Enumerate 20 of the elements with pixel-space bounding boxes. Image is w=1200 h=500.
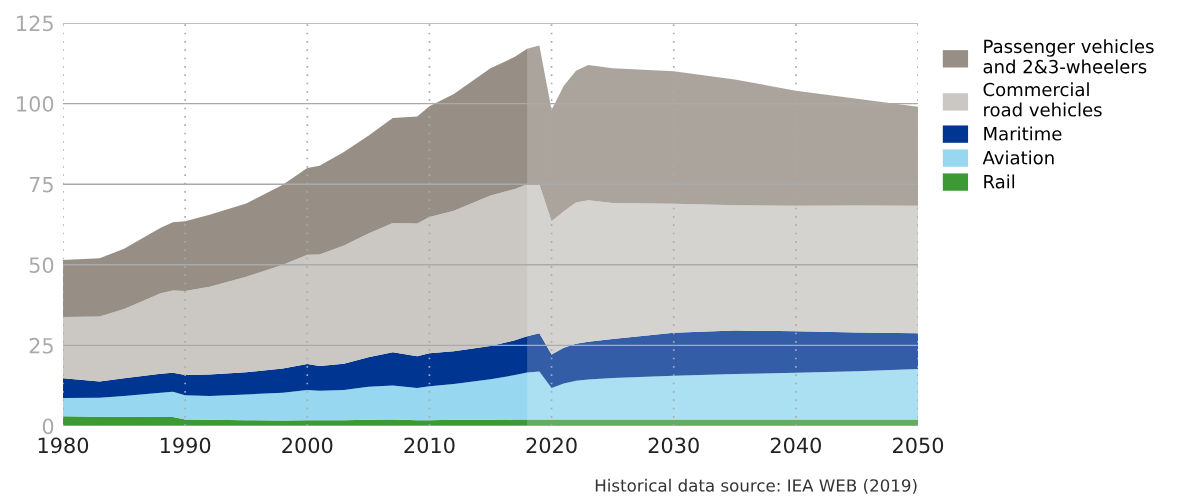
x-tick-label: 2000 xyxy=(282,437,333,454)
x-tick-label: 2040 xyxy=(770,437,821,454)
legend-label: Commercial road vehicles xyxy=(983,82,1102,117)
legend-label: Rail xyxy=(984,174,1015,189)
x-tick-label: 2020 xyxy=(526,437,577,454)
y-tick-label: 0 xyxy=(42,418,54,435)
y-tick-label: 100 xyxy=(17,96,54,112)
x-tick-label: 1980 xyxy=(38,437,89,454)
y-tick-label: 50 xyxy=(29,257,54,274)
legend-label: Aviation xyxy=(982,150,1054,165)
x-tick-label: 2030 xyxy=(648,437,699,454)
y-tick-label: 125 xyxy=(17,15,53,32)
text: Historical data source: IEA WEB (2019) xyxy=(595,478,917,494)
legend-label: Passenger vehicles and 2&3-wheelers xyxy=(983,39,1154,74)
x-tick-label: 2010 xyxy=(404,437,455,454)
y-tick-label: 25 xyxy=(29,337,53,354)
legend-label: Maritime xyxy=(984,126,1062,141)
x-tick-label: 1990 xyxy=(160,437,211,454)
y-tick-label: 75 xyxy=(29,176,53,193)
x-tick-label: 2050 xyxy=(893,437,944,454)
